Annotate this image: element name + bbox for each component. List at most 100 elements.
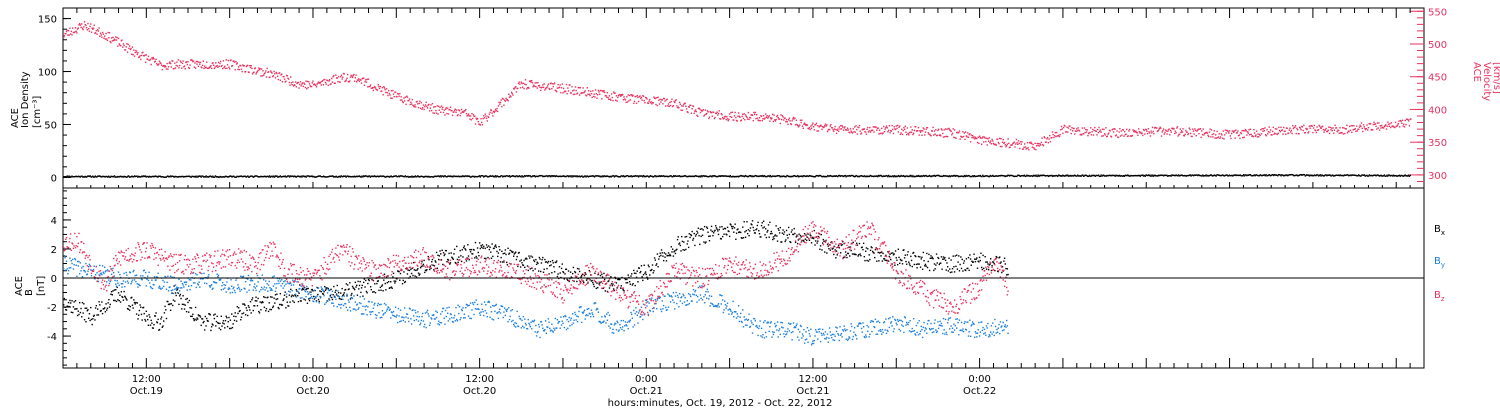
bx-point [671, 251, 672, 252]
velocity-point [1189, 129, 1190, 130]
velocity-point [125, 46, 126, 47]
velocity-point [328, 80, 329, 81]
velocity-point [598, 91, 599, 92]
bx-point [566, 269, 567, 270]
bx-point [216, 321, 217, 322]
bx-point [283, 298, 284, 299]
velocity-point [64, 35, 65, 36]
velocity-point [552, 83, 553, 84]
velocity-point [1142, 135, 1143, 136]
velocity-point [667, 105, 668, 106]
velocity-point [577, 92, 578, 93]
velocity-point [1007, 143, 1008, 144]
velocity-point [446, 107, 447, 108]
velocity-point [1303, 125, 1304, 126]
bx-point [75, 300, 76, 301]
bx-point [603, 273, 604, 274]
velocity-point [799, 124, 800, 125]
bx-point [505, 249, 506, 250]
velocity-point [1047, 137, 1048, 138]
bx-point [757, 225, 758, 226]
velocity-point [823, 126, 824, 127]
velocity-point [270, 70, 271, 71]
bx-point [548, 261, 549, 262]
velocity-point [379, 88, 380, 89]
velocity-point [1275, 128, 1276, 129]
bx-point [74, 308, 75, 309]
velocity-point [718, 113, 719, 114]
velocity-point [875, 126, 876, 127]
velocity-point [176, 61, 177, 62]
velocity-point [487, 120, 488, 121]
bx-point [166, 318, 167, 319]
velocity-point [927, 127, 928, 128]
velocity-point [460, 112, 461, 113]
bx-point [482, 248, 483, 249]
velocity-point [189, 64, 190, 65]
velocity-point [1408, 120, 1409, 121]
velocity-point [1034, 148, 1035, 149]
velocity-point [915, 126, 916, 127]
velocity-point [1400, 121, 1401, 122]
velocity-point [245, 71, 246, 72]
velocity-point [1334, 130, 1335, 131]
bx-point [526, 258, 527, 259]
velocity-point [1274, 133, 1275, 134]
velocity-point [920, 132, 921, 133]
bx-point [520, 266, 521, 267]
velocity-point [594, 93, 595, 94]
bx-point [138, 315, 139, 316]
velocity-point [914, 130, 915, 131]
velocity-point [511, 92, 512, 93]
velocity-point [535, 86, 536, 87]
density-point [1100, 176, 1101, 177]
velocity-point [387, 92, 388, 93]
velocity-point [794, 118, 795, 119]
bx-point [694, 245, 695, 246]
velocity-point [431, 110, 432, 111]
velocity-point [870, 131, 871, 132]
velocity-point [1023, 147, 1024, 148]
bx-point [602, 276, 603, 277]
velocity-point [405, 104, 406, 105]
velocity-point [212, 62, 213, 63]
velocity-point [128, 44, 129, 45]
bx-point [423, 264, 424, 265]
bx-point [461, 261, 462, 262]
velocity-point [95, 32, 96, 33]
velocity-point [811, 128, 812, 129]
bx-point [105, 303, 106, 304]
bx-point [600, 275, 601, 276]
velocity-point [1075, 131, 1076, 132]
velocity-point [1302, 130, 1303, 131]
velocity-point [873, 126, 874, 127]
velocity-point [1218, 133, 1219, 134]
velocity-point [587, 87, 588, 88]
bx-point [200, 325, 201, 326]
velocity-point [854, 126, 855, 127]
velocity-point [365, 79, 366, 80]
velocity-point [283, 76, 284, 77]
velocity-point [399, 93, 400, 94]
velocity-point [855, 131, 856, 132]
velocity-point [1280, 127, 1281, 128]
bx-point [422, 265, 423, 266]
bx-point [608, 280, 609, 281]
velocity-point [433, 106, 434, 107]
velocity-point [66, 30, 67, 31]
velocity-point [211, 68, 212, 69]
bx-point [701, 228, 702, 229]
velocity-point [357, 80, 358, 81]
bx-point [716, 229, 717, 230]
velocity-point [1134, 130, 1135, 131]
velocity-point [1104, 133, 1105, 134]
x-tick-date-5: Oct.22 [963, 386, 996, 397]
velocity-point [1252, 136, 1253, 137]
bx-point [616, 282, 617, 283]
velocity-point [962, 131, 963, 132]
bx-point [141, 314, 142, 315]
x-tick-time-2: 12:00 [465, 374, 494, 385]
velocity-point [1150, 130, 1151, 131]
velocity-point [430, 104, 431, 105]
bx-point [240, 319, 241, 320]
